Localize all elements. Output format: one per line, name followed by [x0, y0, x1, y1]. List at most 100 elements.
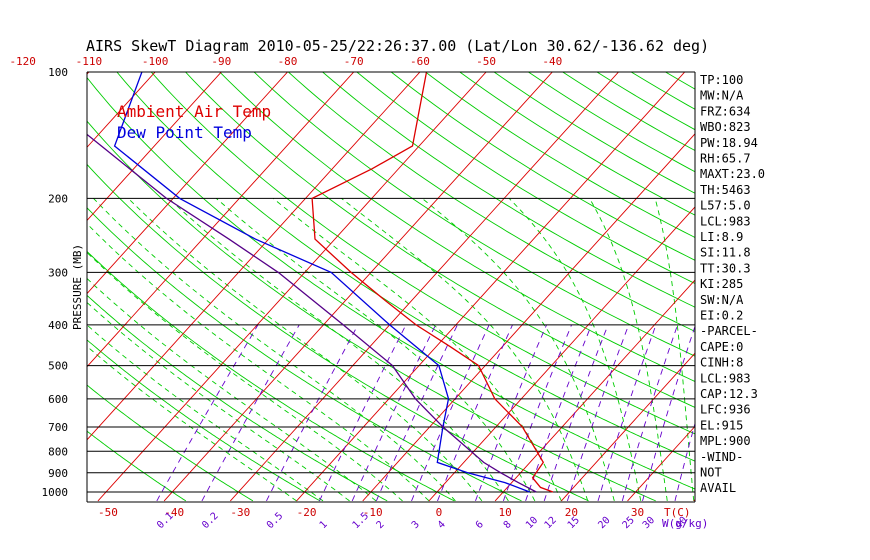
dry-adiabat-line: [184, 72, 695, 408]
mixing-ratio-tick-label: 20: [596, 515, 612, 531]
mixing-ratio-axis-label: W(g/kg): [662, 517, 708, 530]
index-label: MW:N/A: [700, 89, 744, 103]
top-temp-tick-label: -110: [76, 55, 103, 68]
pressure-tick-label: 100: [48, 66, 68, 79]
legend-dewpoint: Dew Point Temp: [117, 123, 252, 142]
mixing-ratio-line: [597, 324, 657, 502]
bottom-temp-tick-label: 10: [499, 506, 512, 519]
bottom-temp-tick-label: -10: [363, 506, 383, 519]
index-label: -WIND-: [700, 450, 743, 464]
top-temp-tick-label: -120: [9, 55, 36, 68]
mixing-ratio-line: [266, 324, 359, 502]
top-temp-tick-label: -60: [410, 55, 430, 68]
pressure-tick-label: 200: [48, 192, 68, 205]
mixing-ratio-tick-label: 4: [436, 519, 448, 531]
isotherm-line: [87, 72, 421, 441]
index-label: PW:18.94: [700, 136, 758, 150]
index-label: LI:8.9: [700, 230, 743, 244]
isotherm-line: [97, 72, 487, 502]
isotherm-line: [230, 72, 620, 502]
moist-adiabat-line: [93, 198, 456, 502]
top-temp-tick-label: -50: [476, 55, 496, 68]
dry-adiabat-line: [87, 430, 187, 502]
dry-adiabat-line: [150, 72, 695, 435]
mixing-ratio-line: [621, 324, 679, 502]
isotherm-line: [87, 72, 156, 148]
isotherm-line: [0, 53, 40, 501]
pressure-tick-label: 600: [48, 393, 68, 406]
plot-frame: [86, 71, 696, 503]
dry-adiabat-line: [664, 72, 695, 90]
chart-title: AIRS SkewT Diagram 2010-05-25/22:26:37.0…: [86, 37, 709, 55]
dry-adiabat-line: [116, 72, 695, 462]
index-label: SW:N/A: [700, 293, 744, 307]
top-temp-tick-label: -100: [142, 55, 169, 68]
y-axis-label: PRESSURE (MB): [71, 244, 84, 330]
isotherm-line: [362, 133, 695, 502]
index-label: EL:915: [700, 418, 743, 432]
index-label: CINH:8: [700, 356, 743, 370]
mixing-ratio-line: [543, 324, 609, 502]
dry-adiabat-line: [253, 72, 695, 357]
isotherm-line: [296, 72, 686, 502]
isotherm-line: [760, 53, 870, 501]
mixing-ratio-tick-label: 10: [524, 515, 540, 531]
dry-adiabat-line: [87, 384, 254, 502]
index-label: MAXT:23.0: [700, 167, 765, 181]
isotherm-line: [163, 72, 553, 502]
isotherm-line: [494, 279, 695, 502]
index-label: AVAIL: [700, 481, 736, 495]
background-lines: [0, 53, 870, 502]
dry-adiabat-line: [356, 72, 695, 285]
dry-adiabat-line: [87, 120, 656, 502]
index-label: TH:5463: [700, 183, 751, 197]
index-label: SI:11.8: [700, 246, 751, 260]
moist-adiabat-line: [216, 198, 536, 502]
profile-lines: [87, 72, 554, 493]
mixing-ratio-tick-label: 0.2: [200, 511, 221, 532]
moist-adiabat-line: [341, 198, 589, 502]
dry-adiabat-line: [459, 72, 695, 216]
mixing-ratio-line: [411, 324, 490, 502]
isotherm-line: [561, 352, 695, 502]
pressure-tick-label: 800: [48, 445, 68, 458]
mixing-ratio-line: [642, 324, 695, 502]
legend-temperature: Ambient Air Temp: [117, 102, 271, 121]
isotherm-line: [87, 72, 289, 295]
dry-adiabat-line: [219, 72, 695, 382]
pressure-tick-label: 300: [48, 266, 68, 279]
mixing-ratio-tick-label: 1: [318, 519, 330, 531]
index-label: FRZ:634: [700, 104, 751, 118]
mixing-ratio-line: [525, 324, 592, 502]
mixing-ratio-tick-label: 2: [375, 519, 387, 531]
isotherm-line: [87, 72, 222, 222]
dry-adiabat-line: [87, 163, 589, 502]
x-axis-label: T(C): [664, 506, 691, 519]
dry-adiabat-line: [390, 72, 695, 261]
bottom-temp-tick-label: 30: [631, 506, 644, 519]
index-label: L57:5.0: [700, 199, 751, 213]
bottom-temp-tick-label: -40: [164, 506, 184, 519]
bottom-temp-tick-label: 20: [565, 506, 578, 519]
index-label: LCL:983: [700, 371, 751, 385]
pressure-tick-label: 400: [48, 319, 68, 332]
mixing-ratio-tick-label: 12: [543, 515, 559, 531]
top-temp-tick-label: -90: [211, 55, 231, 68]
mixing-ratio-tick-label: 0.5: [265, 511, 286, 532]
bottom-temp-tick-label: -50: [98, 506, 118, 519]
moist-adiabat-line: [87, 223, 430, 502]
index-label: MPL:900: [700, 434, 751, 448]
pressure-tick-label: 500: [48, 360, 68, 373]
mixing-ratio-line: [375, 324, 458, 502]
bottom-temp-tick-label: 0: [436, 506, 443, 519]
bottom-temp-tick-label: -20: [297, 506, 317, 519]
mixing-ratio-line: [201, 324, 300, 502]
isotherm-line: [428, 206, 695, 502]
mixing-ratio-line: [566, 324, 630, 502]
moist-adiabat-line: [87, 345, 297, 502]
dewpoint-line: [113, 72, 530, 493]
pressure-tick-label: 700: [48, 421, 68, 434]
moist-adiabat-line: [272, 198, 562, 502]
